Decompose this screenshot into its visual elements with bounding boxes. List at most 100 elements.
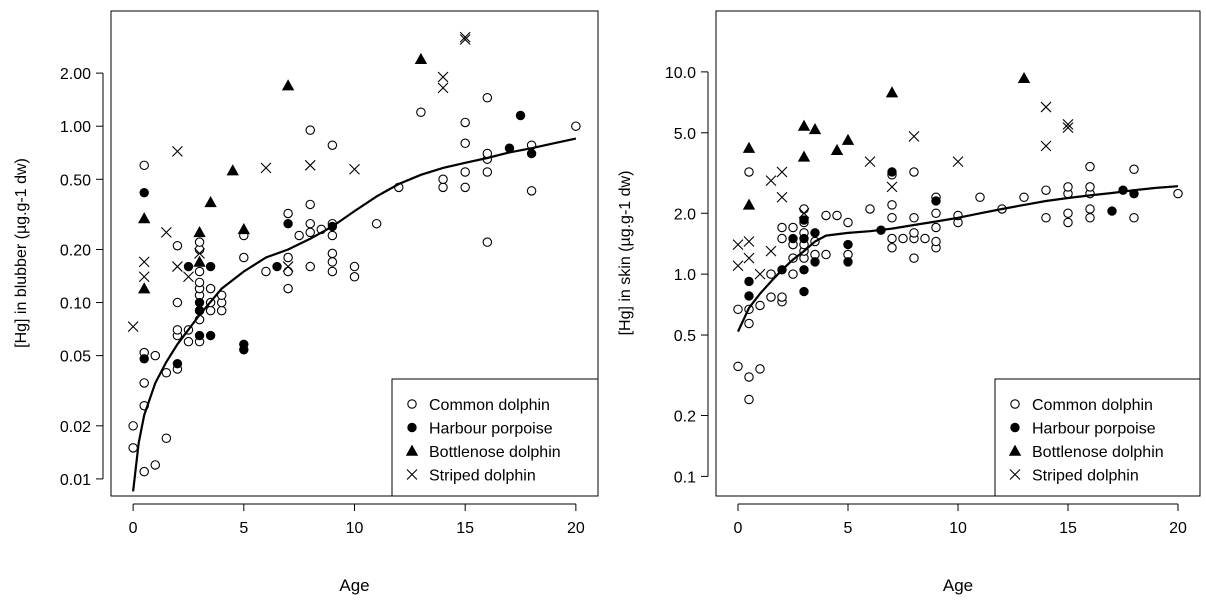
data-point xyxy=(160,226,172,238)
data-point xyxy=(139,466,149,477)
data-point xyxy=(1063,182,1073,192)
data-point xyxy=(183,271,194,283)
data-point xyxy=(459,34,471,45)
data-point xyxy=(744,372,754,382)
data-point xyxy=(743,252,755,264)
data-point xyxy=(799,286,809,297)
data-point xyxy=(777,292,787,302)
data-point xyxy=(766,292,776,302)
data-point xyxy=(371,218,382,229)
data-point xyxy=(172,359,183,369)
data-point xyxy=(515,110,526,121)
data-point xyxy=(138,271,150,283)
data-point xyxy=(765,245,777,257)
data-point xyxy=(526,186,537,196)
data-point xyxy=(755,364,765,374)
data-point xyxy=(886,181,898,193)
data-point xyxy=(952,156,964,168)
data-point xyxy=(128,421,138,431)
data-point xyxy=(138,212,151,224)
x-tick-label: 0 xyxy=(129,520,138,537)
data-point xyxy=(138,256,150,268)
data-point xyxy=(139,187,149,198)
data-point xyxy=(282,261,294,272)
x-tick-label: 10 xyxy=(949,520,967,537)
data-point xyxy=(755,300,765,311)
data-point xyxy=(239,339,249,349)
legend-label: Bottlenose dolphin xyxy=(1032,444,1164,461)
data-point xyxy=(931,196,941,206)
data-point xyxy=(237,223,250,235)
data-point xyxy=(799,265,809,275)
data-point xyxy=(909,213,919,223)
series-striped-dolphin xyxy=(127,31,471,333)
data-point xyxy=(205,261,216,272)
data-point xyxy=(744,276,754,287)
data-point xyxy=(742,198,756,210)
data-point xyxy=(438,182,448,193)
data-point xyxy=(127,321,139,333)
data-point xyxy=(744,394,754,405)
data-point xyxy=(810,257,820,267)
data-point xyxy=(414,52,428,64)
data-point xyxy=(172,325,183,335)
data-point xyxy=(1040,101,1052,113)
data-point xyxy=(172,261,183,272)
data-point xyxy=(788,269,798,279)
blubber-panel: 0 5 10 15 20 0.01 0.02 0.05 0.10 0.20 0.50 1.00 2.00… xyxy=(13,10,599,595)
data-point xyxy=(742,141,756,153)
data-point xyxy=(1019,192,1029,202)
data-point xyxy=(349,261,360,272)
x-tick-label: 20 xyxy=(567,520,585,537)
data-point xyxy=(743,236,755,247)
legend-label: Striped dolphin xyxy=(429,468,536,485)
y-tick-label: 0.05 xyxy=(60,349,91,366)
skin-panel: 0 5 10 15 20 0.1 0.2 0.5 1.0 2.0 5.0 10.0 Age [Hg] in… xyxy=(617,10,1201,595)
data-point xyxy=(305,218,315,229)
data-point xyxy=(887,200,897,210)
data-point xyxy=(931,236,941,247)
data-point xyxy=(777,222,787,233)
data-point xyxy=(172,145,183,157)
data-point xyxy=(327,140,338,150)
data-point xyxy=(239,252,249,263)
data-point xyxy=(305,125,315,135)
data-point xyxy=(460,167,470,177)
data-point xyxy=(139,378,149,388)
data-point xyxy=(788,233,798,244)
series-bottlenose-dolphin xyxy=(742,71,1031,210)
data-point xyxy=(1062,122,1074,134)
data-point xyxy=(920,233,930,244)
x-tick-label: 5 xyxy=(844,520,853,537)
plot-frame xyxy=(110,10,599,497)
data-point xyxy=(843,217,853,228)
legend-marker xyxy=(1009,469,1021,480)
data-point xyxy=(843,257,853,267)
data-point xyxy=(138,282,151,294)
legend-box xyxy=(391,378,599,497)
legend-marker xyxy=(407,399,417,409)
data-point xyxy=(732,239,744,250)
data-point xyxy=(305,227,315,238)
fit-line xyxy=(132,137,577,492)
y-axis-title: [Hg] in blubber (µg.g-1 dw) xyxy=(13,158,30,348)
data-point xyxy=(194,248,205,259)
data-point xyxy=(908,130,920,142)
data-point xyxy=(799,215,809,225)
data-point xyxy=(898,233,908,244)
data-point xyxy=(194,330,205,341)
y-tick-label: 0.01 xyxy=(60,472,91,489)
data-point xyxy=(765,175,777,187)
legend-marker xyxy=(1010,422,1020,433)
data-point xyxy=(975,192,985,202)
legend-marker xyxy=(405,444,419,456)
data-point xyxy=(1173,188,1183,199)
x-tick-label: 10 xyxy=(346,520,364,537)
data-point xyxy=(150,460,161,470)
data-point xyxy=(526,148,537,159)
data-point xyxy=(571,121,581,131)
legend-label: Bottlenose dolphin xyxy=(429,444,561,461)
data-point xyxy=(843,239,853,250)
data-point xyxy=(797,150,811,162)
